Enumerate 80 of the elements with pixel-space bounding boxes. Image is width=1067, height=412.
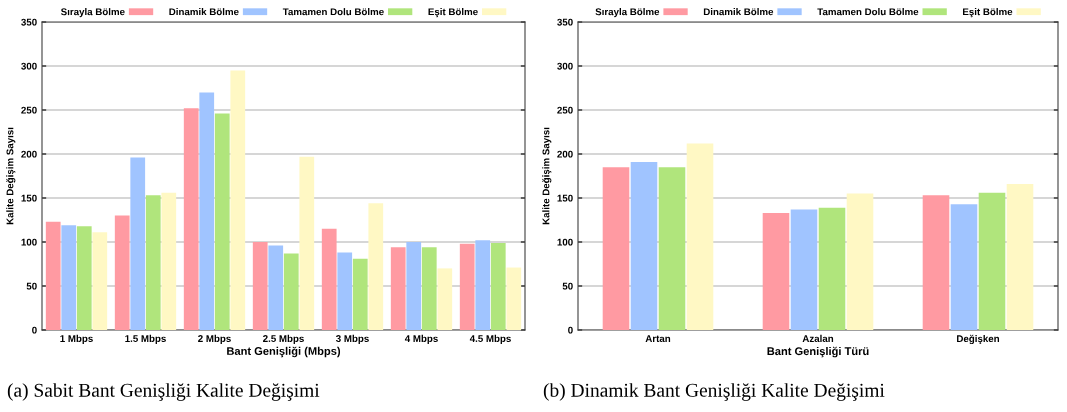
y-tick-label: 200 xyxy=(21,150,37,158)
bar xyxy=(437,268,453,330)
bar xyxy=(352,258,368,330)
bar xyxy=(368,203,384,330)
bar xyxy=(1006,183,1034,330)
x-tick-label: 1 Mbps xyxy=(60,334,93,344)
legend-label: Eşit Bölme xyxy=(428,8,478,18)
legend-label: Sırayla Bölme xyxy=(60,8,125,18)
y-tick-label: 50 xyxy=(26,282,37,290)
bar xyxy=(183,108,199,330)
legend-label: Tamamen Dolu Bölme xyxy=(817,8,919,16)
bar xyxy=(145,195,161,330)
y-tick-label: 350 xyxy=(21,18,37,26)
bar xyxy=(321,228,337,330)
x-tick-label: 1.5 Mbps xyxy=(125,334,166,344)
bar xyxy=(268,245,284,330)
bar xyxy=(230,70,246,330)
bar xyxy=(762,212,790,330)
x-axis-title: Bant Genişliği (Mbps) xyxy=(227,346,341,358)
y-tick-label: 50 xyxy=(562,282,573,290)
y-axis-title: Kalite Değişim Sayısı xyxy=(6,127,16,225)
x-tick-label: 3 Mbps xyxy=(335,334,369,344)
y-tick-label: 150 xyxy=(21,194,37,202)
bar xyxy=(602,167,630,330)
legend-label: Sırayla Bölme xyxy=(595,8,660,18)
y-tick-label: 150 xyxy=(557,194,573,202)
x-tick-label: Artan xyxy=(645,335,671,342)
bar xyxy=(818,207,846,330)
bar xyxy=(161,192,177,330)
bar xyxy=(630,161,658,330)
bar xyxy=(390,247,406,330)
x-tick-label: Değişken xyxy=(957,334,1000,345)
y-tick-label: 0 xyxy=(568,326,573,334)
bar xyxy=(114,215,130,330)
bar xyxy=(459,243,475,330)
legend-label: Dinamik Bölme xyxy=(703,8,774,16)
bar xyxy=(922,195,950,330)
y-axis-title: Kalite Değişim Sayısı xyxy=(542,127,552,225)
legend-label: Eşit Bölme xyxy=(963,8,1013,18)
bar xyxy=(45,221,61,330)
bar xyxy=(978,192,1006,330)
y-tick-label: 200 xyxy=(557,150,573,158)
y-tick-label: 100 xyxy=(21,238,37,246)
x-tick-label: Azalan xyxy=(802,334,834,342)
bar xyxy=(199,92,215,330)
bar xyxy=(214,113,230,330)
y-tick-label: 100 xyxy=(557,238,573,246)
bar xyxy=(76,226,92,330)
bar xyxy=(421,247,437,330)
bar xyxy=(299,156,315,330)
bar xyxy=(790,209,818,330)
bar xyxy=(490,242,506,330)
bar xyxy=(283,253,299,330)
x-tick-label: 2 Mbps xyxy=(198,334,231,344)
x-tick-label: 2.5 Mbps xyxy=(263,334,304,344)
bar xyxy=(506,267,522,330)
legend-label: Dinamik Bölme xyxy=(169,8,239,16)
bar xyxy=(130,157,146,330)
text: (b) Dinamik Bant Genişliği Kalite Değişimi xyxy=(543,383,885,401)
legend-label: Tamamen Dolu Bölme xyxy=(282,8,384,16)
y-tick-label: 300 xyxy=(21,62,37,70)
y-tick-label: 350 xyxy=(557,18,573,26)
bar xyxy=(337,252,353,330)
x-tick-label: 4.5 Mbps xyxy=(469,334,511,344)
bar xyxy=(658,167,686,330)
bar xyxy=(475,240,491,330)
bar xyxy=(252,242,268,330)
x-tick-label: 4 Mbps xyxy=(404,334,438,344)
text: (a) Sabit Bant Genişliği Kalite Değişimi xyxy=(7,383,320,401)
bar xyxy=(406,242,422,330)
x-axis-title: Bant Genişliği Türü xyxy=(767,346,869,358)
y-tick-label: 0 xyxy=(32,326,37,334)
bar xyxy=(950,204,978,330)
y-tick-label: 250 xyxy=(21,106,37,114)
bar xyxy=(61,225,77,330)
bar xyxy=(92,232,108,330)
y-tick-label: 300 xyxy=(557,62,573,70)
y-tick-label: 250 xyxy=(557,106,573,114)
bar xyxy=(686,143,714,330)
bar xyxy=(846,193,874,330)
